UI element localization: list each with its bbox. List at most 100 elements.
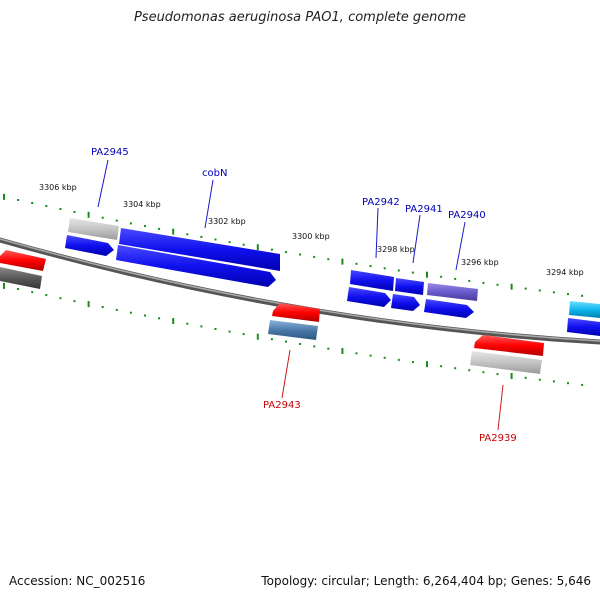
minor-tick: [31, 291, 34, 294]
kbp-label: 3304 kbp: [123, 200, 161, 209]
minor-tick: [313, 255, 316, 258]
minor-tick: [158, 317, 161, 320]
minor-tick: [327, 347, 330, 350]
minor-tick: [524, 287, 527, 290]
minor-tick: [299, 253, 302, 256]
minor-tick: [552, 291, 555, 294]
major-tick: [3, 193, 5, 200]
gene-left-red[interactable]: [0, 250, 46, 271]
minor-tick: [228, 330, 231, 333]
gene-right-cyan[interactable]: [569, 301, 600, 318]
minor-tick: [440, 275, 443, 278]
minor-tick: [411, 271, 414, 274]
gene-PA2939-lower[interactable]: [470, 351, 542, 374]
major-tick: [172, 318, 175, 324]
major-tick: [510, 373, 513, 379]
major-tick: [256, 244, 259, 251]
leader-line-PA2943: [281, 349, 291, 399]
gene-PA2943-lower[interactable]: [268, 320, 318, 340]
kbp-label: 3294 kbp: [546, 268, 584, 277]
minor-tick: [383, 356, 386, 359]
minor-tick: [482, 281, 485, 284]
minor-tick: [200, 235, 203, 238]
genome-summary-text: Topology: circular; Length: 6,264,404 bp…: [261, 574, 591, 588]
minor-tick: [411, 361, 414, 364]
minor-tick: [524, 376, 527, 379]
minor-tick: [285, 340, 287, 343]
gene-PA2942[interactable]: [350, 270, 394, 291]
lower-tick-ruler: [3, 282, 584, 386]
gene-label-PA2942[interactable]: PA2942: [362, 197, 400, 208]
gene-label-cobN[interactable]: cobN: [202, 168, 227, 179]
minor-tick: [101, 216, 104, 219]
minor-tick: [214, 328, 217, 330]
minor-tick: [200, 325, 203, 328]
minor-tick: [45, 294, 48, 297]
minor-tick: [186, 322, 189, 325]
major-tick: [426, 271, 428, 278]
gene-label-PA2939[interactable]: PA2939: [479, 433, 517, 444]
gene-label-PA2940[interactable]: PA2940: [448, 210, 486, 221]
minor-tick: [214, 238, 217, 241]
minor-tick: [440, 365, 443, 368]
gene-cobN[interactable]: [119, 228, 280, 271]
major-tick: [87, 211, 90, 218]
minor-tick: [17, 199, 20, 201]
gene-cobN-lower[interactable]: [116, 245, 276, 287]
minor-tick: [313, 345, 316, 348]
gene-left-dark[interactable]: [0, 267, 42, 289]
gene-PA2940[interactable]: [427, 283, 478, 301]
leader-line-PA2945: [97, 159, 109, 208]
minor-tick: [383, 267, 386, 270]
gene-label-PA2945[interactable]: PA2945: [91, 147, 129, 158]
kbp-label: 3302 kbp: [208, 217, 246, 226]
minor-tick: [397, 269, 400, 272]
minor-tick: [538, 289, 541, 292]
leader-line-PA2941: [412, 214, 421, 264]
minor-tick: [327, 258, 330, 261]
minor-tick: [581, 383, 584, 386]
minor-tick: [73, 300, 76, 303]
gene-PA2943[interactable]: [272, 303, 320, 322]
minor-tick: [144, 314, 146, 317]
upper-tick-ruler: [3, 193, 584, 297]
gene-PA2941-lower[interactable]: [391, 294, 420, 311]
gene-PA2945[interactable]: [65, 235, 114, 256]
minor-tick: [45, 205, 48, 207]
minor-tick: [454, 367, 457, 370]
gene-PA2939[interactable]: [474, 335, 544, 356]
gene-label-PA2941[interactable]: PA2941: [405, 204, 443, 215]
major-tick: [341, 348, 344, 354]
minor-tick: [369, 265, 372, 268]
minor-tick: [355, 352, 358, 355]
minor-tick: [538, 378, 541, 381]
minor-tick: [468, 279, 471, 282]
minor-tick: [17, 288, 20, 290]
gene-right-blue[interactable]: [567, 318, 600, 336]
kbp-label: 3306 kbp: [39, 183, 77, 192]
minor-tick: [496, 373, 499, 376]
gene-gray-upper[interactable]: [68, 218, 119, 240]
kbp-label: 3296 kbp: [461, 258, 499, 267]
gene-label-PA2943[interactable]: PA2943: [263, 400, 301, 411]
minor-tick: [454, 277, 457, 280]
minor-tick: [228, 241, 231, 244]
minor-tick: [144, 225, 146, 228]
minor-tick: [242, 243, 245, 246]
minor-tick: [270, 338, 273, 341]
minor-tick: [129, 311, 132, 314]
minor-tick: [397, 358, 400, 361]
minor-tick: [285, 251, 287, 254]
gene-PA2941[interactable]: [395, 278, 424, 295]
gene-PA2942-lower[interactable]: [347, 287, 391, 307]
minor-tick: [115, 308, 118, 311]
minor-tick: [59, 297, 62, 300]
minor-tick: [468, 369, 471, 372]
leader-line-PA2939: [497, 384, 504, 431]
gene-PA2940-lower[interactable]: [424, 299, 474, 318]
minor-tick: [552, 380, 555, 383]
minor-tick: [59, 208, 62, 210]
minor-tick: [242, 333, 245, 336]
